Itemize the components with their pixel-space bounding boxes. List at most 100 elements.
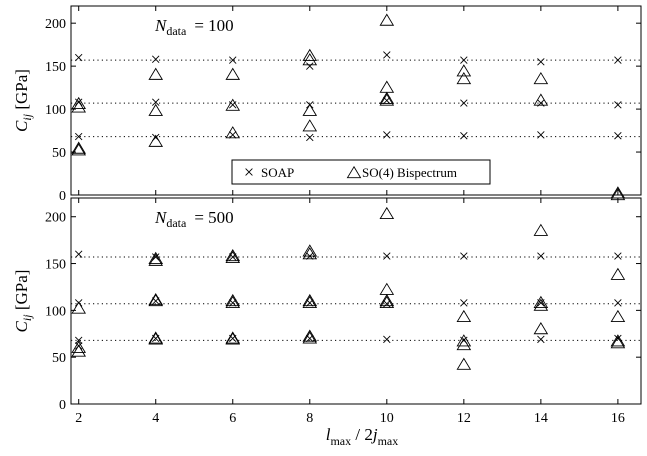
bispectrum-point (456, 334, 472, 347)
bispectrum-point (148, 251, 164, 264)
bispectrum-point (71, 100, 87, 113)
plot-frame (70, 197, 642, 405)
x-axis-label: lmax / 2jmax (326, 425, 399, 448)
series-bispectrum (71, 206, 626, 370)
x-tick-label: 14 (534, 411, 548, 426)
soap-point (229, 101, 237, 109)
legend-box (231, 159, 491, 185)
bispectrum-point (456, 357, 472, 370)
bispectrum-point (533, 295, 549, 308)
bispectrum-point (302, 103, 318, 116)
legend: SOAP SO(4) Bispectrum (231, 159, 491, 185)
y-tick-label: 150 (45, 258, 66, 273)
bispectrum-point (533, 93, 549, 106)
bispectrum-point (302, 48, 318, 61)
legend-entry-soap: SOAP (261, 165, 294, 180)
soap-point (245, 168, 253, 176)
y-tick-label: 0 (59, 398, 66, 413)
bispectrum-point (610, 267, 626, 280)
bispectrum-point (533, 298, 549, 311)
bispectrum-point (148, 292, 164, 306)
soap-point (306, 62, 314, 70)
bispectrum-point (533, 71, 549, 85)
y-axis-label: Cij [GPa] (12, 69, 34, 132)
y-tick-label: 0 (59, 189, 66, 204)
y-tick-label: 200 (45, 211, 66, 226)
bispectrum-point (148, 253, 164, 266)
bispectrum-point (533, 223, 549, 236)
panel-annotation: Ndata = 100 (154, 16, 234, 38)
bispectrum-point (225, 293, 241, 307)
bispectrum-point (148, 293, 164, 307)
bispectrum-point (456, 337, 472, 351)
bispectrum-point (225, 248, 241, 262)
x-tick-label: 6 (229, 411, 236, 426)
y-tick-label: 50 (52, 146, 66, 161)
legend-entry-bispectrum: SO(4) Bispectrum (362, 165, 457, 180)
bispectrum-point (379, 295, 395, 308)
soap-point (383, 131, 391, 139)
x-tick-label: 12 (457, 411, 471, 426)
y-tick-label: 200 (45, 17, 66, 32)
bispectrum-point (71, 96, 87, 110)
bispectrum-point (148, 332, 164, 345)
bispectrum-point (302, 329, 318, 342)
soap-point (614, 101, 622, 109)
bispectrum-point (148, 134, 164, 147)
bispectrum-point (302, 293, 318, 307)
soap-point (74, 132, 83, 141)
series-soap (74, 51, 622, 142)
x-tick-label: 8 (306, 411, 313, 426)
soap-point (152, 98, 160, 106)
bispectrum-point (148, 103, 164, 116)
soap-point (383, 335, 391, 344)
bispectrum-point (225, 126, 241, 139)
soap-point (537, 131, 545, 139)
soap-point (152, 55, 160, 63)
x-tick-label: 10 (380, 411, 394, 426)
bispectrum-point (379, 91, 395, 104)
bispectrum-point (302, 295, 318, 308)
soap-point (74, 250, 83, 258)
soap-point (229, 56, 237, 64)
bispectrum-point (71, 344, 87, 357)
bispectrum-point (610, 334, 626, 347)
soap-point (383, 252, 391, 260)
bispectrum-point (148, 67, 164, 80)
panel-top: 0 50 100 150 200 Ndata = 100 Cij [GPa] SOAP SO(4)… (12, 5, 642, 204)
soap-point (460, 99, 468, 107)
panel-annotation: Ndata = 500 (154, 208, 234, 230)
soap-point (460, 299, 468, 307)
soap-point (152, 253, 160, 261)
bispectrum-point (302, 244, 318, 257)
bispectrum-point (379, 293, 395, 307)
y-tick-label: 100 (45, 304, 66, 319)
bispectrum-point (71, 301, 87, 314)
soap-point (74, 53, 83, 62)
x-tick-label: 16 (611, 411, 625, 426)
bispectrum-point (610, 336, 626, 349)
bispectrum-point (225, 295, 241, 308)
bispectrum-point (610, 309, 626, 323)
soap-point (537, 58, 545, 66)
bispectrum-point (379, 13, 395, 26)
bispectrum-point (225, 250, 241, 264)
x-tick-label: 2 (75, 411, 82, 426)
y-tick-label: 150 (45, 60, 66, 75)
y-tick-label: 50 (52, 351, 66, 366)
soap-point (460, 56, 468, 64)
bispectrum-point (302, 119, 318, 132)
bispectrum-point (225, 67, 241, 80)
panel-bottom: 0 50 100 150 200 2 4 6 8 10 12 14 16 Ndata = 500 Cij [G… (12, 197, 642, 426)
soap-point (460, 132, 468, 140)
bispectrum-point (456, 309, 472, 323)
soap-point (614, 56, 622, 64)
bispectrum-point (533, 322, 549, 335)
x-tick-label: 4 (152, 411, 159, 426)
bispectrum-point (379, 206, 395, 220)
soap-point (614, 299, 622, 307)
bispectrum-point (302, 247, 318, 260)
bispectrum-point (148, 331, 164, 344)
soap-point (383, 51, 391, 59)
